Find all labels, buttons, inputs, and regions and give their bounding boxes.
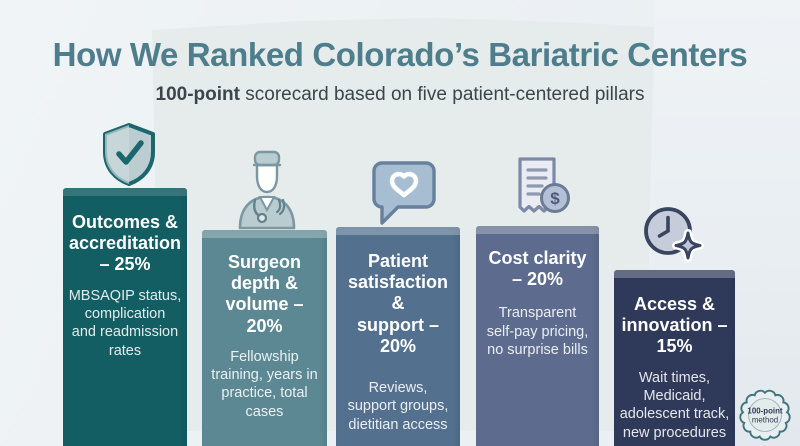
pillar-top-cap <box>614 270 735 278</box>
svg-text:$: $ <box>550 189 560 208</box>
pillar-description: Reviews, support groups, dietitian acces… <box>347 380 449 433</box>
page-title: How We Ranked Colorado’s Bariatric Cente… <box>52 36 748 73</box>
subtitle-rest: scorecard based on five patient-centered… <box>239 84 645 105</box>
pillar-description: Fellowship training, years in practice, … <box>211 348 318 420</box>
pillar-access-innovation: Access & innovation – 15% Wait times, Me… <box>614 270 735 446</box>
receipt-dollar-icon: $ <box>506 155 574 221</box>
pillar-heading: Outcomes & accreditation – 25% <box>68 212 182 275</box>
page-subtitle: 100-point scorecard based on five patien… <box>0 84 800 106</box>
surgeon-icon <box>233 148 301 230</box>
pillar-heading: Patient satisfaction & support – 20% <box>347 251 449 356</box>
pillar-heading: Surgeon depth & volume – 20% <box>225 252 304 336</box>
pillar-top-cap <box>476 226 599 234</box>
pillar-heading: Access & innovation – 15% <box>621 294 728 357</box>
pillar-description: Transparent self-pay pricing, no surpris… <box>486 305 589 358</box>
pillar-heading: Cost clarity – 20% <box>488 248 587 290</box>
pillar-top-cap <box>202 230 327 238</box>
seal-text-line2: method <box>752 416 778 425</box>
method-seal-badge: 100-point method <box>736 386 794 444</box>
clock-sparkle-icon <box>640 205 706 267</box>
pillar-patient-satisfaction-support: Patient satisfaction & support – 20% Rev… <box>336 227 460 446</box>
pillar-top-cap <box>336 227 460 235</box>
pillar-top-cap <box>63 188 187 196</box>
shield-check-icon <box>96 121 162 188</box>
chat-heart-icon <box>368 157 440 229</box>
pillar-surgeon-depth-volume: Surgeon depth & volume – 20% Fellowship … <box>202 230 327 446</box>
pillar-description: MBSAQIP status, complication and readmis… <box>68 287 182 359</box>
pillar-description: Wait times, Medicaid, adolescent track, … <box>619 369 730 441</box>
seal-text-line1: 100-point <box>747 407 783 416</box>
pillar-outcomes-accreditation: Outcomes & accreditation – 25% MBSAQIP s… <box>63 188 187 446</box>
pillar-cost-clarity: Cost clarity – 20% Transparent self-pay … <box>476 226 599 446</box>
subtitle-strong: 100-point <box>155 84 240 105</box>
